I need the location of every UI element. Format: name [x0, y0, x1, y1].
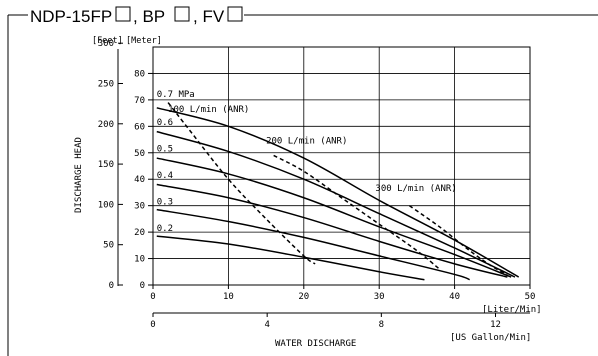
feet-tick-label: 150 — [98, 160, 114, 170]
plot-grid — [152, 46, 531, 286]
feet-tick-label: 50 — [103, 241, 114, 251]
y-units-feet-label: [Feet] — [92, 36, 123, 46]
curve-label-7: 200 L/min (ANR) — [266, 137, 347, 147]
meter-tick-label: 10 — [134, 255, 145, 265]
curve-label-4: 0.3 — [157, 197, 173, 207]
liter-tick-label: 50 — [525, 292, 536, 302]
gallon-tick-label: 4 — [264, 320, 269, 330]
pressure-curve-5 — [156, 235, 425, 281]
gallon-tick-label: 0 — [150, 320, 155, 330]
liter-tick-label: 20 — [298, 292, 309, 302]
pressure-curve-0 — [156, 107, 520, 278]
curve-label-1: 0.6 — [157, 118, 173, 128]
pressure-curve-1 — [156, 130, 516, 278]
title-block: NDP-15FP , BP , FV — [7, 6, 598, 356]
meter-tick-label: 30 — [134, 202, 145, 212]
air-consumption-curve-2 — [408, 205, 508, 276]
liter-tick-label: 30 — [374, 292, 385, 302]
x-units-liter-label: [Liter/Min] — [482, 305, 542, 315]
checkbox-fv-icon — [227, 6, 243, 22]
feet-tick-label: 300 — [98, 39, 114, 49]
curve-label-2: 0.5 — [157, 144, 173, 154]
feet-tick-label: 100 — [98, 200, 114, 210]
curve-label-3: 0.4 — [157, 171, 173, 181]
liter-tick-label: 0 — [150, 292, 155, 302]
chart-title-fv: , FV — [193, 7, 225, 26]
curve-label-6: 100 L/min (ANR) — [168, 105, 249, 115]
feet-ticks: 0 50 100 150 200 250 300 — [98, 39, 123, 291]
meter-tick-label: 60 — [134, 122, 145, 132]
feet-tick-label: 200 — [98, 120, 114, 130]
y-units-meter-label: [Meter] — [126, 36, 162, 46]
curve-labels: 0.7 MPa 0.6 0.5 0.4 0.3 0.2 100 L/min (ANR) 200… — [157, 90, 457, 234]
plot-frame — [152, 46, 531, 286]
gallon-tick-label: 12 — [490, 320, 501, 330]
feet-tick-label: 250 — [98, 79, 114, 89]
curve-label-8: 300 L/min (ANR) — [375, 184, 456, 194]
liter-ticks: 0 10 20 30 40 50 — [150, 285, 535, 302]
pressure-curve-4 — [156, 208, 470, 281]
y-axis-title: DISCHARGE HEAD — [74, 137, 84, 213]
x-units-gallon-label: [US Gallon/Min] — [450, 333, 531, 343]
air-consumption-curves — [167, 102, 508, 276]
meter-ticks: 0 10 20 30 40 50 60 70 80 — [134, 69, 153, 291]
meter-tick-label: 20 — [134, 228, 145, 238]
chart-title-model: NDP-15FP — [30, 7, 112, 26]
chart-title-bp: , BP — [133, 7, 165, 26]
liter-tick-label: 10 — [223, 292, 234, 302]
liter-tick-label: 40 — [449, 292, 460, 302]
pressure-curve-2 — [156, 157, 512, 278]
meter-tick-label: 70 — [134, 96, 145, 106]
meter-tick-label: 50 — [134, 149, 145, 159]
checkbox-bp-icon — [174, 6, 190, 22]
air-consumption-curve-1 — [273, 154, 440, 270]
curve-label-5: 0.2 — [157, 224, 173, 234]
pressure-curves — [156, 107, 520, 281]
gallon-axis: 0 4 8 12 — [150, 312, 530, 330]
gallon-tick-label: 8 — [379, 320, 384, 330]
pressure-curve-3 — [156, 183, 508, 278]
feet-tick-label: 0 — [109, 281, 114, 291]
meter-tick-label: 40 — [134, 175, 145, 185]
curve-label-0: 0.7 MPa — [157, 90, 195, 100]
meter-tick-label: 80 — [134, 69, 145, 79]
checkbox-fp-icon — [115, 6, 131, 22]
meter-tick-label: 0 — [140, 281, 145, 291]
x-axis-title: WATER DISCHARGE — [275, 339, 356, 349]
